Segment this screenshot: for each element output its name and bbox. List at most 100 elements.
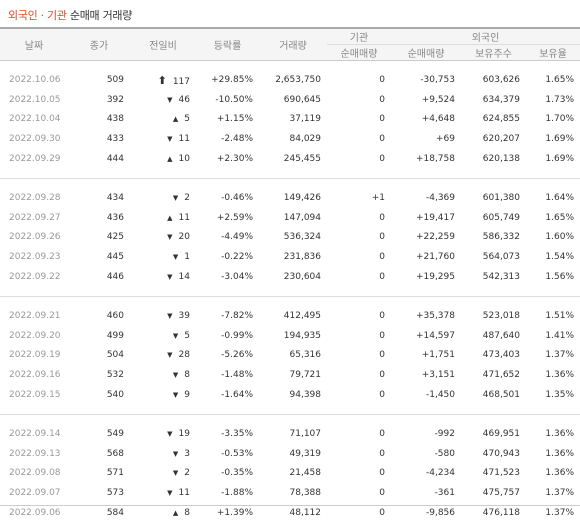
change-cell: ▼11 (130, 483, 196, 503)
volume-cell: 49,319 (259, 444, 327, 464)
foreign-ratio-cell: 1.70% (526, 110, 580, 130)
inst-net-cell: 0 (327, 149, 391, 169)
change-cell: ▼5 (130, 326, 196, 346)
foreign-ratio-cell: 1.65% (526, 71, 580, 91)
close-cell: 532 (68, 365, 130, 385)
rate-cell: -7.82% (196, 306, 259, 326)
down-triangle-icon: ▼ (173, 194, 178, 202)
foreign-net-cell: +4,648 (391, 110, 461, 130)
close-cell: 573 (68, 483, 130, 503)
foreign-net-cell: -361 (391, 483, 461, 503)
change-cell: ▲5 (130, 110, 196, 130)
group-divider (0, 61, 580, 71)
foreign-net-cell: +19,295 (391, 267, 461, 287)
section-title-accent: 외국인 · 기관 (8, 9, 67, 22)
date-cell: 2022.09.13 (0, 444, 68, 464)
down-triangle-icon: ▼ (167, 273, 172, 281)
group-divider (0, 168, 580, 178)
col-volume-header: 거래량 (259, 28, 327, 61)
close-cell: 504 (68, 346, 130, 366)
date-cell: 2022.09.29 (0, 149, 68, 169)
close-cell: 540 (68, 385, 130, 405)
volume-cell: 78,388 (259, 483, 327, 503)
change-value: 11 (179, 213, 190, 223)
inst-net-cell: 0 (327, 444, 391, 464)
foreign-hold-cell: 634,379 (461, 90, 526, 110)
foreign-net-cell: +19,417 (391, 208, 461, 228)
foreign-net-cell: -4,234 (391, 464, 461, 484)
change-cell: ▼ 20 (130, 228, 196, 248)
date-cell: 2022.09.19 (0, 346, 68, 366)
group-spacer (0, 404, 580, 414)
down-triangle-icon: ▼ (173, 371, 178, 379)
group-spacer (0, 296, 580, 306)
change-value: 5 (184, 331, 190, 341)
foreign-ratio-cell: 1.36% (526, 464, 580, 484)
inst-net-cell: 0 (327, 424, 391, 444)
date-cell: 2022.10.04 (0, 110, 68, 130)
volume-cell: 412,495 (259, 306, 327, 326)
col-foreign-ratio-header: 보유율 (526, 45, 580, 61)
foreign-hold-cell: 620,138 (461, 149, 526, 169)
date-cell: 2022.09.14 (0, 424, 68, 444)
down-triangle-icon: ▼ (167, 233, 172, 241)
foreign-ratio-cell: 1.60% (526, 228, 580, 248)
close-cell: 499 (68, 326, 130, 346)
foreign-hold-cell: 470,943 (461, 444, 526, 464)
change-value: 20 (179, 232, 190, 242)
change-value: 1 (184, 252, 190, 262)
foreign-net-cell: +35,378 (391, 306, 461, 326)
inst-net-cell: 0 (327, 71, 391, 91)
change-value: 2 (184, 193, 190, 203)
change-value: 11 (179, 134, 190, 144)
down-triangle-icon: ▼ (167, 430, 172, 438)
change-value: 10 (179, 154, 190, 164)
col-inst-net-header: 순매매량 (327, 45, 391, 61)
group-spacer (0, 168, 580, 178)
foreign-ratio-cell: 1.36% (526, 444, 580, 464)
down-triangle-icon: ▼ (173, 450, 178, 458)
down-triangle-icon: ▼ (173, 469, 178, 477)
up-triangle-icon: ▲ (167, 155, 172, 163)
close-cell: 433 (68, 129, 130, 149)
col-change-header: 전일비 (130, 28, 196, 61)
rate-cell: -0.46% (196, 188, 259, 208)
group-divider (0, 286, 580, 296)
foreign-hold-cell: 523,018 (461, 306, 526, 326)
change-cell: ▼11 (130, 129, 196, 149)
foreign-ratio-cell: 1.51% (526, 306, 580, 326)
inst-net-cell: 0 (327, 483, 391, 503)
foreign-net-cell: +18,758 (391, 149, 461, 169)
foreign-ratio-cell: 1.64% (526, 188, 580, 208)
group-divider (0, 296, 580, 306)
date-cell: 2022.09.22 (0, 267, 68, 287)
foreign-hold-cell: 603,626 (461, 71, 526, 91)
volume-cell: 149,426 (259, 188, 327, 208)
inst-net-cell: 0 (327, 247, 391, 267)
volume-cell: 690,645 (259, 90, 327, 110)
up-triangle-icon: ▲ (167, 214, 172, 222)
close-cell: 425 (68, 228, 130, 248)
foreign-ratio-cell: 1.73% (526, 90, 580, 110)
foreign-net-cell: +22,259 (391, 228, 461, 248)
foreign-net-cell: -580 (391, 444, 461, 464)
rate-cell: -5.26% (196, 346, 259, 366)
foreign-hold-cell: 542,313 (461, 267, 526, 287)
close-cell: 434 (68, 188, 130, 208)
change-cell: ▼28 (130, 346, 196, 366)
foreign-net-cell: +21,760 (391, 247, 461, 267)
foreign-net-cell: +1,751 (391, 346, 461, 366)
foreign-hold-cell: 473,403 (461, 346, 526, 366)
down-triangle-icon: ▼ (167, 351, 172, 359)
foreign-net-cell: +3,151 (391, 365, 461, 385)
foreign-ratio-cell: 1.65% (526, 208, 580, 228)
group-spacer (0, 178, 580, 188)
